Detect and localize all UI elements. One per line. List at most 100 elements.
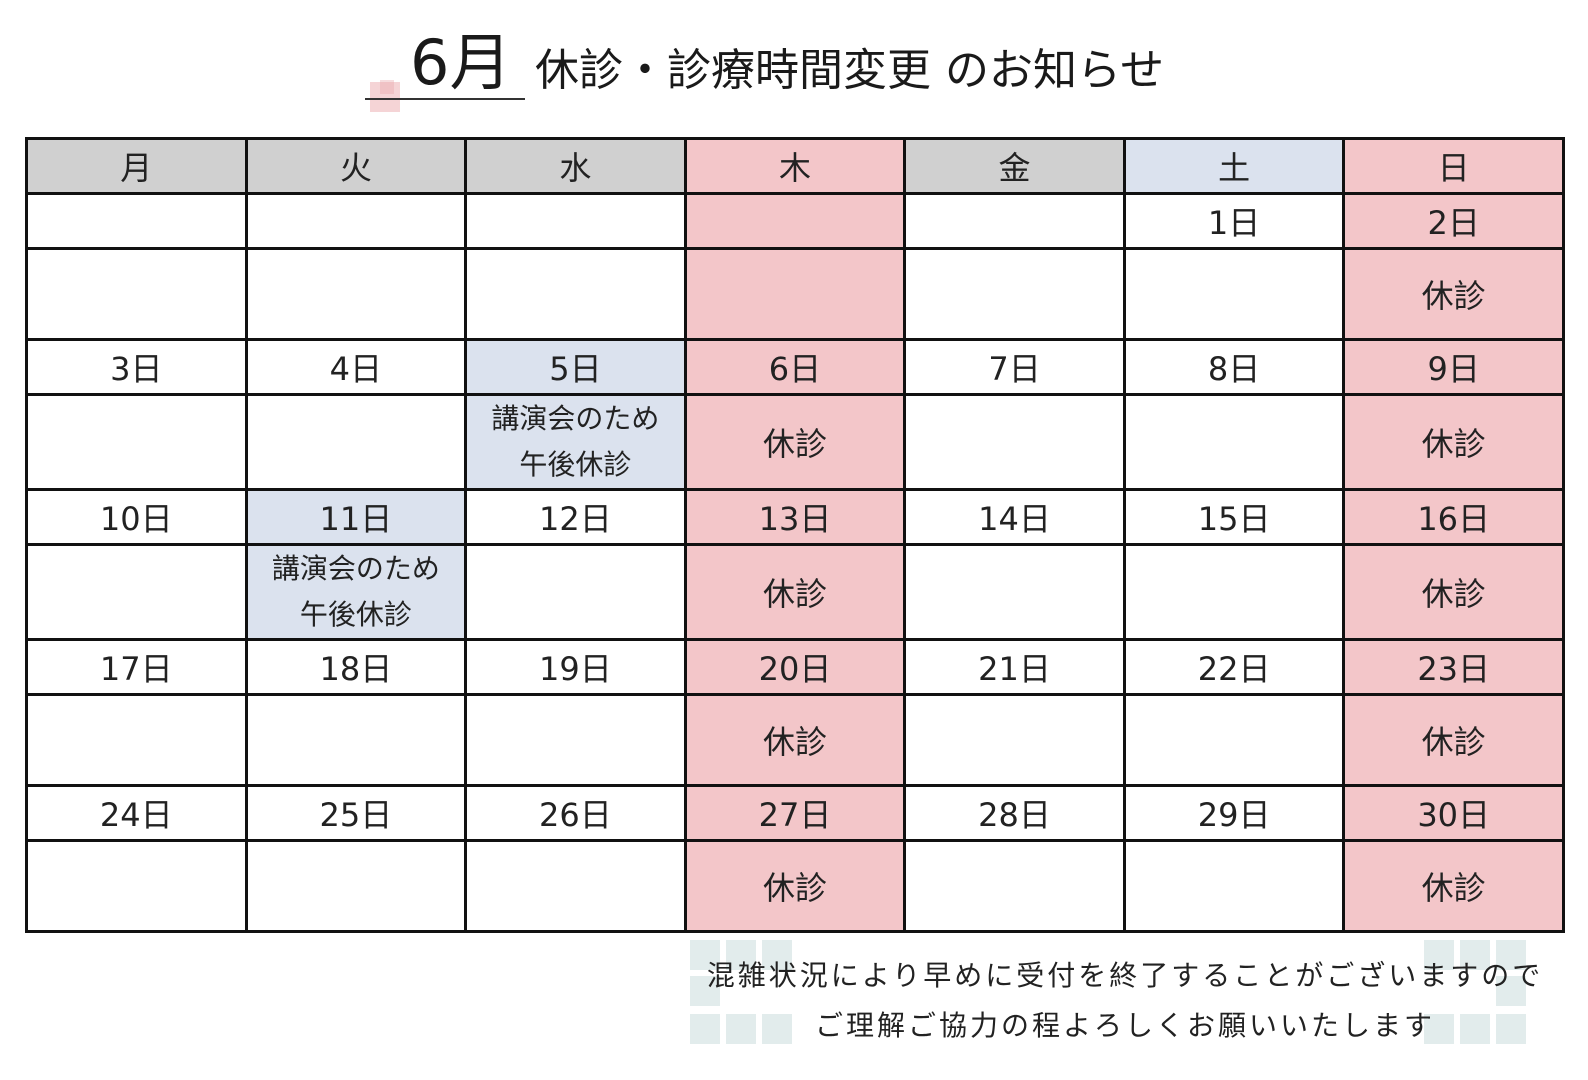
title-month-underline [365, 98, 525, 100]
weekday-mon: 月 [25, 137, 248, 195]
date-cell-fri [903, 192, 1126, 250]
date-cell-thu: 6日 [683, 338, 907, 396]
note-cell-fri [903, 543, 1126, 641]
calendar-table: 月 火 水 木 金 土 日 1日 2日 休診 3日 4日 5日 6日 7日 8日 9日 講演会のため… [25, 137, 1565, 933]
footer-notice: 混雑状況により早めに受付を終了することがございますので ご理解ご協力の程よろしく… [690, 940, 1560, 1050]
note-cell-mon [25, 247, 248, 341]
date-cell-tue: 4日 [244, 338, 468, 396]
note-cell-sat [1122, 393, 1346, 491]
closure-note: 休診 [762, 425, 827, 463]
closure-note: 講演会のため 午後休診 [271, 552, 440, 631]
week-note-row: 休診 休診 [25, 693, 1565, 787]
note-cell-fri [903, 247, 1126, 341]
date-cell-tue: 18日 [244, 638, 468, 696]
date-cell-wed: 12日 [464, 488, 687, 546]
week-date-row: 3日 4日 5日 6日 7日 8日 9日 [25, 338, 1565, 396]
date-cell-sat: 29日 [1122, 784, 1346, 842]
week-date-row: 1日 2日 [25, 192, 1565, 250]
closure-note: 休診 [1421, 723, 1486, 761]
week-note-row: 休診 [25, 247, 1565, 341]
footer-line-1: 混雑状況により早めに受付を終了することがございますので [706, 959, 1544, 992]
note-cell-mon [25, 393, 248, 491]
closure-note: 休診 [762, 723, 827, 761]
note-cell-tue [244, 393, 468, 491]
note-cell-sat [1122, 839, 1346, 933]
weekday-tue: 火 [244, 137, 468, 195]
note-cell-wed [464, 543, 687, 641]
weekday-fri: 金 [903, 137, 1126, 195]
closure-note: 講演会のため 午後休診 [491, 402, 660, 481]
date-cell-mon: 17日 [25, 638, 248, 696]
date-cell-wed: 26日 [464, 784, 687, 842]
date-cell-mon: 10日 [25, 488, 248, 546]
note-cell-tue [244, 839, 468, 933]
closure-note: 休診 [1421, 277, 1486, 315]
closure-note: 休診 [762, 869, 827, 907]
week-note-row: 休診 休診 [25, 839, 1565, 933]
date-cell-wed: 5日 [464, 338, 687, 396]
note-cell-fri [903, 839, 1126, 933]
note-cell-sun: 休診 [1342, 543, 1565, 641]
date-cell-fri: 14日 [903, 488, 1126, 546]
closure-note: 休診 [1421, 869, 1486, 907]
note-cell-fri [903, 693, 1126, 787]
decorative-tile [1496, 1014, 1526, 1044]
date-cell-thu [683, 192, 907, 250]
decorative-tile [690, 976, 720, 1006]
date-cell-thu: 13日 [683, 488, 907, 546]
footer-line-2: ご理解ご協力の程よろしくお願いいたします [814, 1009, 1435, 1042]
date-cell-fri: 28日 [903, 784, 1126, 842]
note-cell-thu: 休診 [683, 693, 907, 787]
decorative-tile [762, 1014, 792, 1044]
decorative-square-small [380, 80, 394, 94]
note-cell-sat [1122, 693, 1346, 787]
note-cell-wed [464, 247, 687, 341]
note-cell-tue: 講演会のため 午後休診 [244, 543, 468, 641]
note-cell-sun: 休診 [1342, 839, 1565, 933]
decorative-tile [1496, 976, 1526, 1006]
weekday-sat: 土 [1122, 137, 1346, 195]
note-cell-wed: 講演会のため 午後休診 [464, 393, 687, 491]
decorative-tile [1496, 940, 1526, 970]
decorative-tile [1424, 1014, 1454, 1044]
date-cell-thu: 27日 [683, 784, 907, 842]
note-cell-sun: 休診 [1342, 693, 1565, 787]
calendar-body: 1日 2日 休診 3日 4日 5日 6日 7日 8日 9日 講演会のため 午後休診 休診 休診 10日 11… [25, 192, 1565, 933]
date-cell-sun: 9日 [1342, 338, 1565, 396]
date-cell-sat: 1日 [1122, 192, 1346, 250]
date-cell-wed [464, 192, 687, 250]
date-cell-tue: 11日 [244, 488, 468, 546]
date-cell-sat: 22日 [1122, 638, 1346, 696]
closure-note: 休診 [1421, 575, 1486, 613]
note-cell-thu: 休診 [683, 543, 907, 641]
date-cell-tue: 25日 [244, 784, 468, 842]
date-cell-mon: 24日 [25, 784, 248, 842]
note-cell-thu [683, 247, 907, 341]
decorative-tile [1460, 1014, 1490, 1044]
note-cell-mon [25, 543, 248, 641]
note-cell-mon [25, 693, 248, 787]
date-cell-sat: 8日 [1122, 338, 1346, 396]
date-cell-mon: 3日 [25, 338, 248, 396]
note-cell-sat [1122, 543, 1346, 641]
date-cell-sun: 30日 [1342, 784, 1565, 842]
date-cell-tue [244, 192, 468, 250]
week-date-row: 17日 18日 19日 20日 21日 22日 23日 [25, 638, 1565, 696]
note-cell-thu: 休診 [683, 393, 907, 491]
closure-note: 休診 [1421, 425, 1486, 463]
date-cell-mon [25, 192, 248, 250]
week-note-row: 講演会のため 午後休診 休診 休診 [25, 543, 1565, 641]
date-cell-fri: 21日 [903, 638, 1126, 696]
notice-title: 6月 休診・診療時間変更 のお知らせ [0, 20, 1588, 112]
weekday-wed: 水 [464, 137, 687, 195]
week-date-row: 10日 11日 12日 13日 14日 15日 16日 [25, 488, 1565, 546]
note-cell-tue [244, 693, 468, 787]
note-cell-mon [25, 839, 248, 933]
note-cell-thu: 休診 [683, 839, 907, 933]
note-cell-sun: 休診 [1342, 393, 1565, 491]
title-text: 休診・診療時間変更 のお知らせ [535, 45, 1165, 96]
weekday-sun: 日 [1342, 137, 1565, 195]
week-note-row: 講演会のため 午後休診 休診 休診 [25, 393, 1565, 491]
date-cell-thu: 20日 [683, 638, 907, 696]
date-cell-fri: 7日 [903, 338, 1126, 396]
